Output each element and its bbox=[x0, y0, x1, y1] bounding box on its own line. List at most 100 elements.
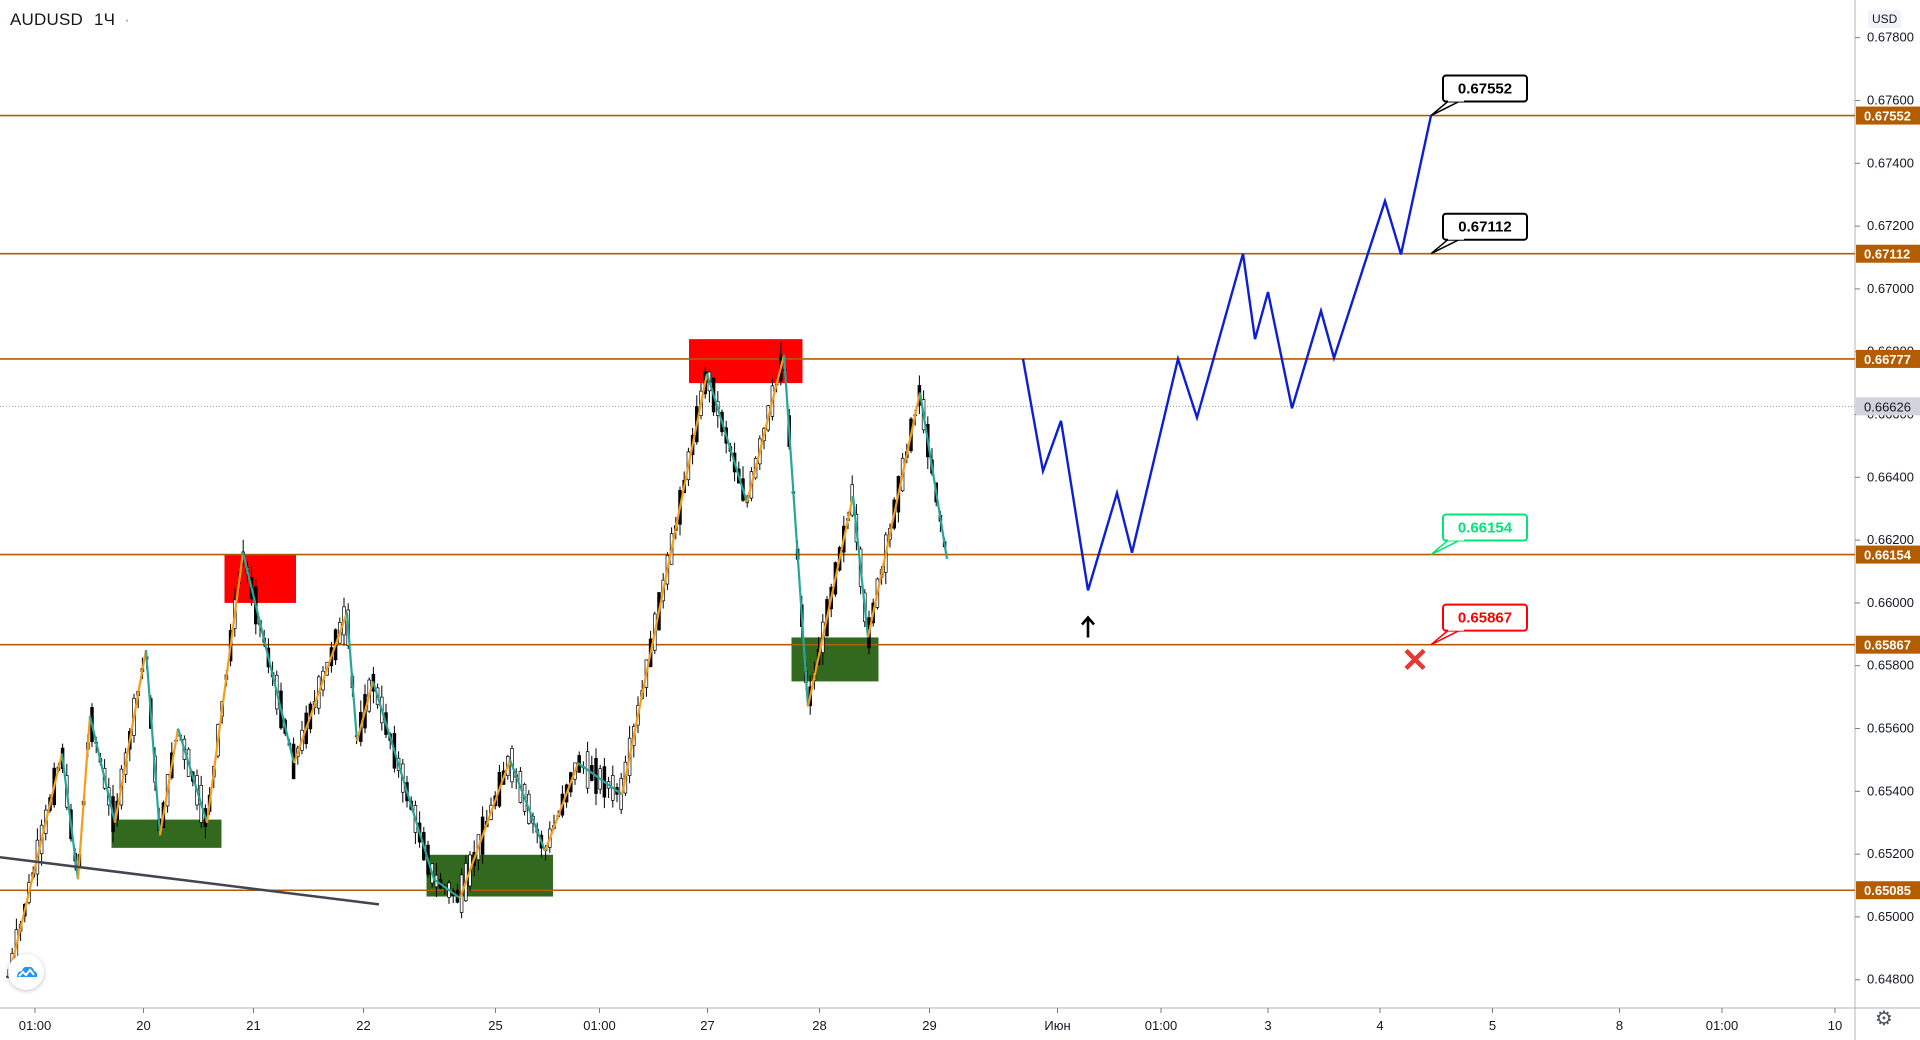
target-callout-pointer bbox=[1430, 628, 1462, 646]
x-tick-label: 27 bbox=[700, 1018, 714, 1033]
zigzag-up-segment bbox=[866, 392, 922, 638]
y-tick-label: 0.67600 bbox=[1867, 92, 1914, 107]
y-tick-label: 0.67200 bbox=[1867, 218, 1914, 233]
cross-icon-stroke bbox=[1404, 648, 1426, 671]
target-callout-joint bbox=[1448, 536, 1464, 541]
zigzag-down-segment bbox=[176, 728, 209, 824]
zigzag-down-segment bbox=[918, 392, 949, 560]
y-tick-label: 0.65000 bbox=[1867, 909, 1914, 924]
level-price-tag bbox=[1856, 635, 1920, 654]
level-price-label: 0.67552 bbox=[1864, 109, 1911, 124]
interval-label[interactable]: 1Ч bbox=[93, 10, 116, 29]
target-callout-pointer bbox=[1430, 538, 1462, 556]
target-price-label: 0.67552 bbox=[1458, 81, 1512, 98]
zigzag-down-segment bbox=[60, 753, 80, 880]
target-callout bbox=[1442, 212, 1528, 241]
target-callout-joint bbox=[1448, 97, 1464, 102]
zigzag-down-segment bbox=[241, 552, 296, 764]
targets-layer: 0.67552 0.67112 0.66154 0.65867 bbox=[1430, 74, 1528, 646]
zigzag-up-segment bbox=[543, 762, 580, 852]
target-callout-joint bbox=[1448, 626, 1464, 631]
zigzag-down-segment bbox=[345, 612, 359, 742]
x-tick-label: 29 bbox=[922, 1018, 936, 1033]
zigzag-down-segment bbox=[577, 762, 623, 796]
x-tick-label: 5 bbox=[1489, 1018, 1496, 1033]
zigzag-up-segment bbox=[355, 681, 375, 742]
y-tick-label: 0.67400 bbox=[1867, 155, 1914, 170]
cloud-icon bbox=[17, 966, 38, 977]
target-callout bbox=[1442, 513, 1528, 542]
zigzag-layer bbox=[0, 354, 949, 977]
zigzag-up-segment bbox=[76, 715, 92, 880]
zigzag-up-segment bbox=[158, 728, 180, 836]
target-callout-joint bbox=[1448, 235, 1464, 240]
demand-zone bbox=[111, 819, 222, 848]
tradingview-logo[interactable] bbox=[8, 954, 44, 990]
zigzag-up-segment bbox=[113, 649, 148, 823]
target-callout bbox=[1442, 603, 1528, 632]
currency-label[interactable]: USD bbox=[1868, 10, 1902, 28]
x-tick-label: 01:00 bbox=[583, 1018, 616, 1033]
x-tick-label: 22 bbox=[356, 1018, 370, 1033]
zigzag-up-segment bbox=[620, 373, 709, 795]
level-price-label: 0.66777 bbox=[1864, 352, 1911, 367]
x-tick-label: 20 bbox=[136, 1018, 150, 1033]
zigzag-down-segment bbox=[782, 354, 810, 707]
x-tick-label: Июн bbox=[1044, 1018, 1070, 1033]
x-tick-label: 4 bbox=[1376, 1018, 1383, 1033]
zigzag-up-segment bbox=[806, 495, 855, 707]
levels-layer bbox=[0, 114, 1855, 892]
y-tick-label: 0.66200 bbox=[1867, 532, 1914, 547]
x-tick-label: 10 bbox=[1828, 1018, 1842, 1033]
zigzag-down-segment bbox=[433, 878, 461, 899]
current-price-tag bbox=[1856, 397, 1920, 416]
zigzag-down-segment bbox=[508, 759, 547, 852]
price-axis[interactable]: 0.678000.676000.674000.672000.670000.668… bbox=[1855, 30, 1920, 987]
level-price-tag bbox=[1856, 881, 1920, 900]
x-tick-label: 01:00 bbox=[1145, 1018, 1178, 1033]
x-tick-label: 28 bbox=[812, 1018, 826, 1033]
symbol-title[interactable]: AUDUSD 1Ч · bbox=[10, 10, 130, 30]
zigzag-up-segment bbox=[458, 759, 512, 899]
level-price-label: 0.66154 bbox=[1864, 548, 1912, 563]
target-callout bbox=[1442, 74, 1528, 103]
level-price-label: 0.65867 bbox=[1864, 638, 1911, 653]
level-price-label: 0.67112 bbox=[1864, 247, 1910, 262]
gear-icon[interactable]: ⚙ bbox=[1875, 1008, 1893, 1030]
y-tick-label: 0.66000 bbox=[1867, 595, 1914, 610]
zones-layer bbox=[111, 339, 879, 897]
y-tick-label: 0.64800 bbox=[1867, 972, 1914, 987]
x-tick-label: 21 bbox=[246, 1018, 260, 1033]
trendline bbox=[0, 856, 380, 906]
y-tick-label: 0.65800 bbox=[1867, 658, 1914, 673]
zigzag-down-segment bbox=[88, 715, 117, 823]
time-axis[interactable]: 01:00 20 21 22 25 01:00 27 28 29 Июн 01:00 3 4 5 8 01:0… bbox=[19, 1008, 1843, 1033]
target-price-label: 0.65867 bbox=[1458, 610, 1512, 627]
forecast-layer bbox=[1021, 115, 1433, 591]
x-tick-label: 3 bbox=[1264, 1018, 1271, 1033]
x-tick-label: 01:00 bbox=[19, 1018, 52, 1033]
y-tick-label: 0.65200 bbox=[1867, 846, 1914, 861]
y-tick-label: 0.67800 bbox=[1867, 30, 1914, 45]
title-separator: · bbox=[124, 10, 130, 29]
zigzag-up-segment bbox=[205, 552, 245, 823]
markers-layer bbox=[1081, 615, 1426, 671]
zigzag-down-segment bbox=[371, 681, 436, 880]
symbol-name: AUDUSD bbox=[10, 10, 83, 29]
x-tick-label: 01:00 bbox=[1706, 1018, 1739, 1033]
y-tick-label: 0.65400 bbox=[1867, 783, 1914, 798]
target-price-label: 0.66154 bbox=[1458, 520, 1513, 537]
zigzag-up-segment bbox=[292, 611, 349, 764]
level-price-tag bbox=[1856, 106, 1920, 125]
up-arrow-head bbox=[1081, 615, 1095, 626]
level-price-tag bbox=[1856, 545, 1920, 564]
zigzag-up-segment bbox=[7, 753, 64, 977]
x-tick-label: 25 bbox=[488, 1018, 502, 1033]
target-callout-pointer bbox=[1430, 237, 1462, 255]
current-price-label: 0.66626 bbox=[1864, 399, 1911, 414]
zigzag-down-segment bbox=[144, 649, 162, 836]
y-tick-label: 0.66400 bbox=[1867, 469, 1914, 484]
x-tick-label: 8 bbox=[1616, 1018, 1623, 1033]
